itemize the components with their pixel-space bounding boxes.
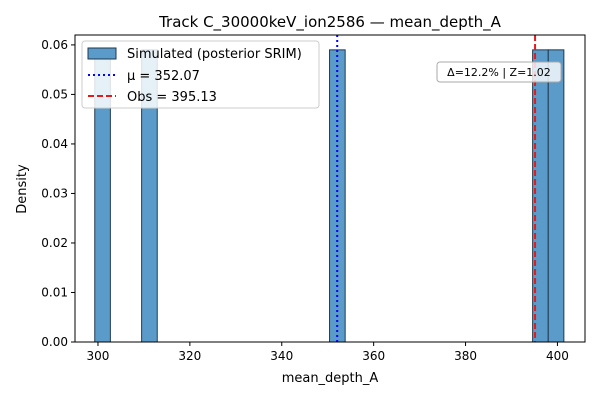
- y-tick-label: 0.02: [41, 236, 68, 250]
- y-tick-label: 0.05: [41, 87, 68, 101]
- x-tick-label: 380: [454, 349, 477, 363]
- legend: Simulated (posterior SRIM) μ = 352.07 Ob…: [82, 41, 319, 108]
- x-axis-ticks: 300 320 340 360 380 400: [87, 342, 569, 363]
- y-axis-label: Density: [15, 164, 30, 214]
- legend-label-mu: μ = 352.07: [127, 69, 200, 84]
- histogram-bar-4: [548, 50, 564, 342]
- x-tick-label: 360: [362, 349, 385, 363]
- legend-swatch-simulated: [88, 48, 116, 59]
- y-tick-label: 0.06: [41, 38, 68, 52]
- x-tick-label: 300: [87, 349, 110, 363]
- x-tick-label: 320: [178, 349, 201, 363]
- annotation-box: Δ=12.2% | Z=1.02: [437, 62, 561, 82]
- y-tick-label: 0.00: [41, 335, 68, 349]
- y-axis-ticks: 0.00 0.01 0.02 0.03 0.04 0.05 0.06: [41, 38, 75, 349]
- legend-label-obs: Obs = 395.13: [127, 90, 217, 105]
- chart-title: Track C_30000keV_ion2586 — mean_depth_A: [158, 13, 502, 32]
- x-tick-label: 340: [270, 349, 293, 363]
- x-axis-label: mean_depth_A: [282, 371, 379, 386]
- legend-label-simulated: Simulated (posterior SRIM): [127, 47, 302, 62]
- y-tick-label: 0.01: [41, 285, 68, 299]
- annotation-text: Δ=12.2% | Z=1.02: [447, 66, 551, 79]
- y-tick-label: 0.03: [41, 186, 68, 200]
- y-tick-label: 0.04: [41, 137, 68, 151]
- x-tick-label: 400: [546, 349, 569, 363]
